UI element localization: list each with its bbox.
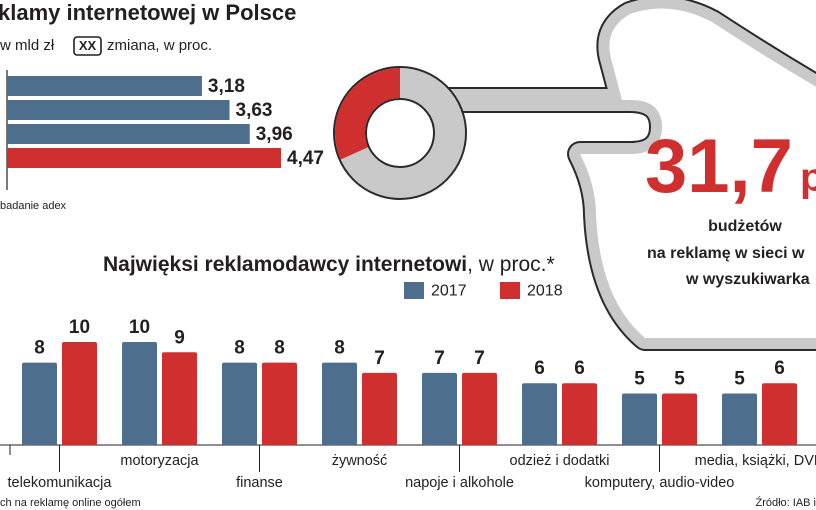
- x-tick-label: media, książki, DVD: [695, 453, 816, 469]
- bar: [262, 362, 297, 445]
- value-label: 7: [474, 348, 485, 369]
- legend-swatch: [404, 282, 424, 299]
- donut-value-label: 31,7: [645, 124, 793, 209]
- bar: [62, 342, 97, 445]
- change-label: zmiana, w proc.: [107, 37, 212, 54]
- bar: [462, 372, 497, 445]
- source: Źródło: IAB i: [755, 496, 816, 509]
- value-label: 8: [334, 338, 345, 359]
- bar: [622, 393, 657, 445]
- donut-outline: [333, 66, 467, 200]
- note: badanie adex: [0, 200, 67, 212]
- bar: [362, 372, 397, 445]
- caption-line: w wyszukiwarka: [685, 271, 810, 288]
- bar: [7, 76, 202, 96]
- legend-swatch: [500, 282, 520, 299]
- bar: [222, 362, 257, 445]
- bar: [122, 342, 157, 445]
- legend-label: 2017: [431, 283, 467, 300]
- value-label: 7: [434, 348, 445, 369]
- value-label: 8: [274, 338, 285, 359]
- bar: [562, 383, 597, 445]
- chart-title: Najwięksi reklamodawcy internetowi, w pr…: [103, 253, 555, 276]
- unit-label: w mld zł: [0, 37, 55, 54]
- x-tick-label: żywność: [332, 453, 388, 469]
- donut-unit: p: [800, 156, 816, 200]
- chart-title-main: Najwięksi reklamodawcy internetowi: [103, 253, 467, 276]
- hand-illustration: [333, 0, 816, 351]
- x-tick-label: napoje i alkohole: [405, 475, 514, 491]
- value-label: 10: [69, 317, 90, 338]
- value-label: 8: [234, 338, 245, 359]
- caption-line: budżetów: [708, 218, 782, 235]
- bar: [22, 362, 57, 445]
- bar: [7, 124, 250, 144]
- bar: [7, 100, 230, 120]
- value-label: 9: [174, 327, 185, 348]
- bar: [322, 362, 357, 445]
- value-label: 3,63: [236, 100, 273, 121]
- bar: [722, 393, 757, 445]
- legend-label: 2018: [527, 283, 563, 300]
- value-label: 7: [374, 348, 385, 369]
- x-tick-label: motoryzacja: [120, 453, 199, 469]
- value-label: 3,18: [208, 76, 245, 97]
- value-label: 5: [634, 369, 645, 390]
- value-label: 5: [674, 369, 685, 390]
- donut-inner-outline: [365, 98, 435, 168]
- bar: [162, 352, 197, 445]
- x-tick-label: finanse: [236, 475, 283, 491]
- x-tick-label: komputery, audio-video: [585, 475, 735, 491]
- bar: [662, 393, 697, 445]
- hand-inner: [440, 8, 816, 338]
- value-label: 3,96: [256, 124, 293, 145]
- bar: [762, 383, 797, 445]
- footnote: ch na reklamę online ogółem: [0, 497, 141, 509]
- chart-title-suffix: , w proc.*: [467, 253, 555, 276]
- value-label: 6: [774, 358, 785, 379]
- value-label: 8: [34, 338, 45, 359]
- value-label: 6: [574, 358, 585, 379]
- value-label: 6: [534, 358, 545, 379]
- x-tick-label: odzież i dodatki: [510, 453, 610, 469]
- caption-line: na reklamę w sieci w: [647, 245, 805, 262]
- bar: [522, 383, 557, 445]
- value-label: 5: [734, 369, 745, 390]
- bar: [422, 372, 457, 445]
- value-label: 10: [129, 317, 150, 338]
- chart-title: klamy internetowej w Polsce: [0, 0, 296, 25]
- value-label: 4,47: [287, 148, 324, 169]
- change-box: [73, 36, 102, 56]
- bar: [7, 148, 282, 168]
- donut-segment: [335, 68, 401, 160]
- change-box-label: XX: [79, 38, 97, 53]
- x-tick-label: telekomunikacja: [8, 475, 113, 491]
